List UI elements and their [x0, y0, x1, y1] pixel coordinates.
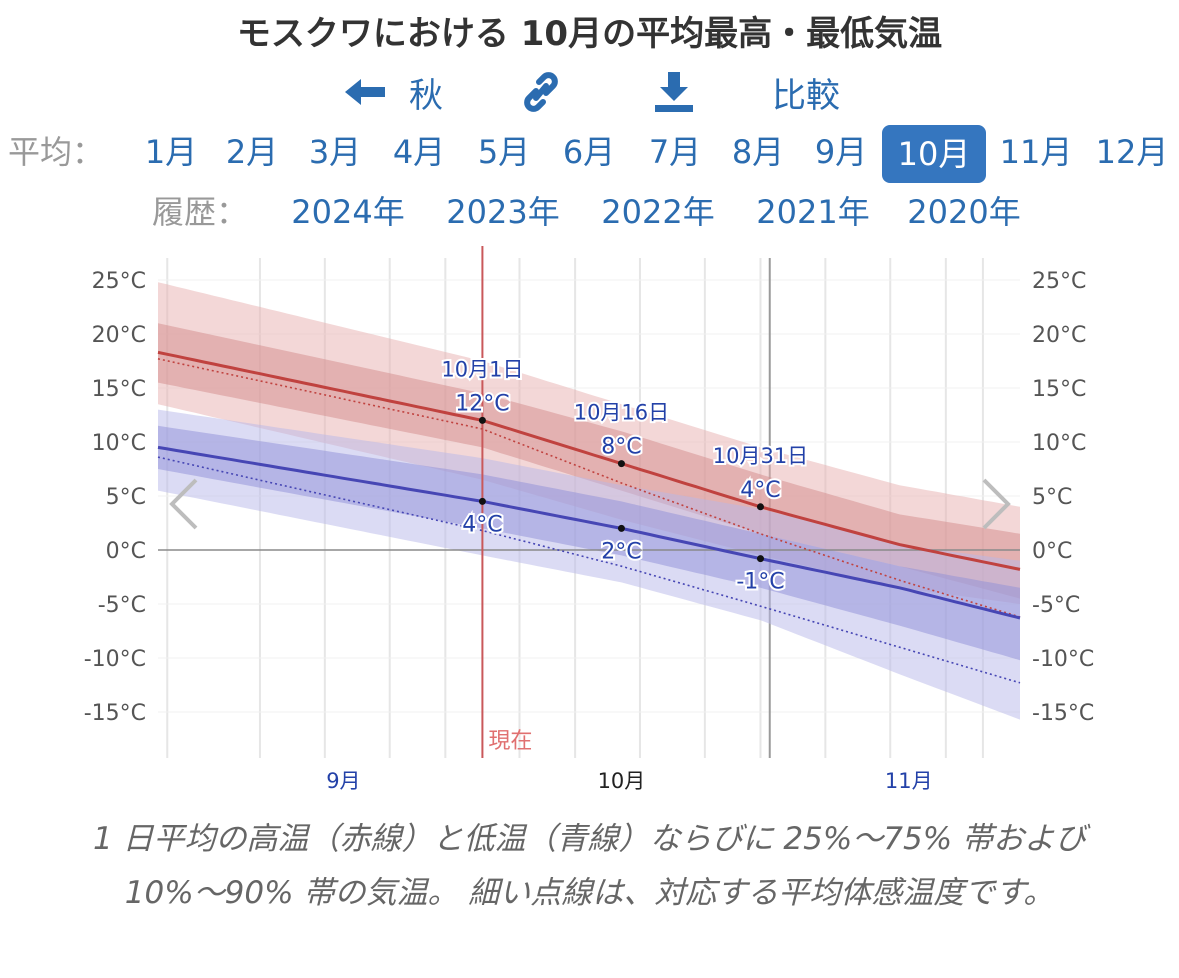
month-button-8[interactable]: 8月 [731, 133, 785, 171]
x-month-label: 9月 [326, 769, 360, 793]
y-tick-left: 15°C [92, 377, 146, 402]
annotation-high-1: 12°C [455, 391, 509, 416]
month-button-7[interactable]: 7月 [648, 133, 702, 171]
y-tick-left: 25°C [92, 269, 146, 294]
low-point-2 [617, 524, 625, 532]
annotation-low-1: 4°C [462, 512, 502, 537]
page-title: モスクワにおける 10月の平均最高・最低気温 [236, 14, 943, 54]
year-button-4[interactable]: 2021年 [756, 193, 870, 231]
month-button-5[interactable]: 5月 [477, 133, 531, 171]
y-tick-right: 5°C [1032, 485, 1072, 510]
average-month-row: 平均： 1月 2月 3月 4月 5月 6月 7月 8月 9月 10月 11月 12月 [0, 124, 1179, 183]
y-tick-right: 0°C [1032, 539, 1072, 564]
annotation-high-2: 8°C [601, 435, 641, 460]
low-point-3 [756, 555, 764, 563]
year-button-2[interactable]: 2023年 [446, 193, 560, 231]
annotation-date-1: 10月1日 [441, 357, 523, 381]
chevron-left-icon [169, 478, 198, 530]
history-year-row: 履歴： 2024年 2023年 2022年 2021年 2020年 [0, 184, 1179, 240]
share-link-button[interactable] [522, 70, 560, 114]
history-row-label: 履歴： [152, 193, 249, 231]
year-button-3[interactable]: 2022年 [601, 193, 715, 231]
year-button-5[interactable]: 2020年 [907, 193, 1021, 231]
y-tick-left: -15°C [84, 701, 146, 726]
chart-caption: 1 日平均の高温（赤線）と低温（青線）ならびに 25%～75% 帯および 10%… [92, 821, 1087, 911]
next-period-button[interactable] [982, 478, 1011, 530]
download-button[interactable] [655, 70, 693, 114]
month-button-4[interactable]: 4月 [392, 133, 446, 171]
average-row-label: 平均： [8, 133, 105, 171]
compare-button[interactable]: 比較 [772, 75, 840, 116]
annotation-date-2: 10月16日 [574, 401, 669, 425]
feels-like-line-2 [157, 456, 1021, 684]
month-button-1[interactable]: 1月 [144, 133, 198, 171]
month-button-3[interactable]: 3月 [308, 133, 362, 171]
month-button-12[interactable]: 12月 [1095, 133, 1169, 171]
y-tick-left: 5°C [106, 485, 146, 510]
link-icon [522, 72, 560, 112]
y-tick-left: -5°C [98, 593, 146, 618]
month-button-9[interactable]: 9月 [814, 133, 868, 171]
temperature-chart: 現在 10月1日 12°C 4°C 10月16日 8°C 2°C 10月31日 4°C -1°C… [84, 246, 1094, 793]
annotation-low-3: -1°C [736, 570, 784, 595]
y-tick-left: -10°C [84, 647, 146, 672]
x-month-label: 10月 [598, 769, 646, 793]
low-temp-line [157, 445, 1021, 620]
high-point-3 [756, 503, 764, 511]
month-button-6[interactable]: 6月 [562, 133, 616, 171]
low-point-1 [478, 497, 486, 505]
y-tick-right: -10°C [1032, 647, 1094, 672]
x-month-label: 11月 [885, 769, 933, 793]
month-button-10[interactable]: 10月 [882, 125, 986, 183]
prev-period-button[interactable] [169, 478, 198, 530]
high-temp-line [157, 350, 1021, 571]
annotation-date-3: 10月31日 [713, 444, 808, 468]
y-tick-left: 0°C [106, 539, 146, 564]
high-point-1 [478, 416, 486, 424]
annotation-high-3: 4°C [740, 478, 780, 503]
prev-season-label: 秋 [409, 75, 443, 116]
y-tick-right: -5°C [1032, 593, 1080, 618]
prev-season-button[interactable]: 秋 [345, 70, 443, 116]
year-button-1[interactable]: 2024年 [291, 193, 405, 231]
y-tick-left: 20°C [92, 323, 146, 348]
high-point-2 [617, 460, 625, 468]
arrow-left-icon [345, 77, 385, 107]
download-icon [655, 72, 693, 112]
month-button-11[interactable]: 11月 [999, 133, 1073, 171]
feels-like-line-1 [157, 358, 1021, 618]
y-tick-right: 25°C [1032, 269, 1086, 294]
month-button-2[interactable]: 2月 [225, 133, 279, 171]
toolbar: 秋 比較 [0, 70, 1179, 116]
chevron-right-icon [982, 478, 1011, 530]
y-tick-right: -15°C [1032, 701, 1094, 726]
current-marker-label: 現在 [488, 729, 532, 754]
y-tick-right: 20°C [1032, 323, 1086, 348]
y-tick-right: 15°C [1032, 377, 1086, 402]
y-tick-right: 10°C [1032, 431, 1086, 456]
annotation-low-2: 2°C [601, 539, 641, 564]
y-tick-left: 10°C [92, 431, 146, 456]
